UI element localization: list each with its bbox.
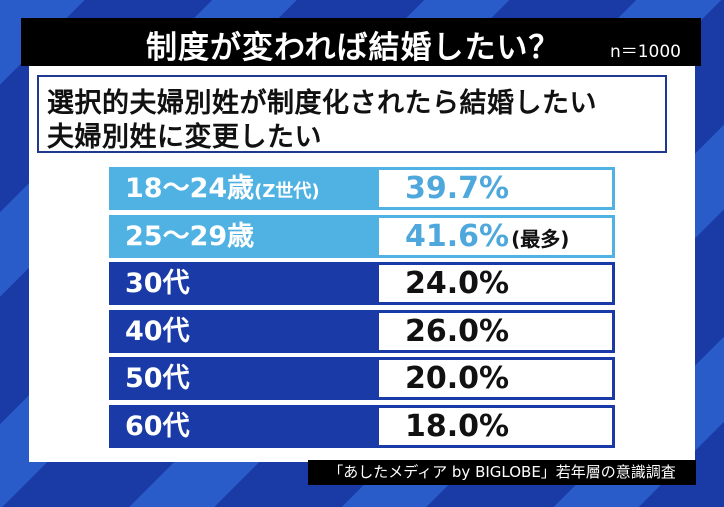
- percentage-text: 24.0%: [405, 266, 510, 301]
- sample-size-label: n＝1000: [609, 42, 681, 62]
- results-table: 18～24歳(Z世代) 39.7% 25～29歳 41.6% (最多) 30代 2…: [109, 167, 615, 452]
- age-group-label: 60代: [109, 404, 377, 448]
- question-box: 選択的夫婦別姓が制度化されたら結婚したい 夫婦別姓に変更したい: [37, 75, 667, 153]
- source-caption: 「あしたメディア by BIGLOBE」若年層の意識調査: [308, 460, 696, 485]
- table-row: 60代 18.0%: [109, 404, 615, 448]
- percentage-text: 18.0%: [405, 408, 510, 444]
- table-row: 25～29歳 41.6% (最多): [109, 214, 615, 258]
- age-group-text: 30代: [125, 268, 190, 299]
- percentage-value: 26.0%: [377, 309, 615, 353]
- age-group-suffix: (Z世代): [254, 181, 320, 202]
- age-group-label: 18～24歳(Z世代): [109, 167, 377, 210]
- age-group-label: 25～29歳: [109, 214, 377, 258]
- table-row: 50代 20.0%: [109, 357, 615, 400]
- percentage-text: 41.6%: [405, 218, 510, 254]
- percentage-value: 41.6% (最多): [377, 214, 615, 258]
- table-row: 18～24歳(Z世代) 39.7%: [109, 167, 615, 210]
- age-group-text: 40代: [125, 315, 190, 347]
- age-group-text: 25～29歳: [125, 220, 255, 252]
- table-row: 40代 26.0%: [109, 309, 615, 353]
- age-group-label: 40代: [109, 309, 377, 353]
- age-group-text: 18～24歳: [125, 173, 255, 204]
- age-group-text: 60代: [125, 410, 190, 442]
- percentage-value: 20.0%: [377, 357, 615, 400]
- question-line-1: 選択的夫婦別姓が制度化されたら結婚したい: [47, 88, 597, 119]
- table-row: 30代 24.0%: [109, 262, 615, 305]
- percentage-text: 26.0%: [405, 313, 510, 349]
- age-group-label: 50代: [109, 357, 377, 400]
- age-group-label: 30代: [109, 262, 377, 305]
- percentage-text: 20.0%: [405, 361, 510, 396]
- age-group-text: 50代: [125, 363, 190, 394]
- percentage-text: 39.7%: [405, 171, 510, 206]
- page-title: 制度が変われば結婚したい？: [146, 30, 561, 66]
- content-panel: 選択的夫婦別姓が制度化されたら結婚したい 夫婦別姓に変更したい 18～24歳(Z…: [29, 66, 695, 462]
- question-line-2: 夫婦別姓に変更したい: [47, 122, 322, 153]
- percentage-value: 24.0%: [377, 262, 615, 305]
- percentage-value: 18.0%: [377, 404, 615, 448]
- percentage-value: 39.7%: [377, 167, 615, 210]
- title-bar: 制度が変われば結婚したい？ n＝1000: [21, 18, 701, 66]
- highest-note: (最多): [511, 226, 570, 251]
